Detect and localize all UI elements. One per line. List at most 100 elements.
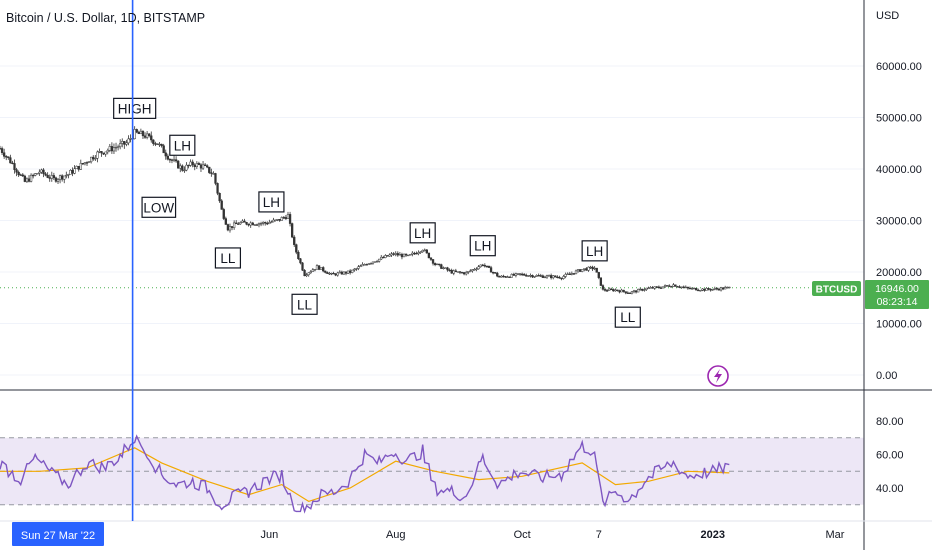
candle	[139, 128, 143, 135]
rsi-tick-label: 80.00	[876, 416, 904, 428]
candle	[661, 286, 665, 289]
candle	[620, 288, 623, 293]
annotation-ll[interactable]: LL	[291, 293, 318, 315]
candle	[268, 219, 271, 225]
annotation-lh[interactable]: LH	[581, 240, 608, 262]
candle	[404, 253, 408, 257]
candle	[143, 132, 147, 139]
candle	[129, 134, 132, 143]
candle	[288, 211, 292, 227]
candle	[593, 266, 596, 271]
candle	[247, 223, 250, 227]
annotation-label: LH	[414, 226, 431, 241]
candle	[663, 284, 667, 289]
candle	[678, 285, 681, 289]
cursor-date-badge-bg	[12, 522, 104, 546]
candle	[425, 249, 428, 254]
candle	[610, 287, 613, 291]
candle	[311, 267, 315, 272]
candle	[651, 286, 654, 289]
candle	[54, 176, 58, 183]
annotation-lh[interactable]: LH	[409, 222, 436, 244]
candle	[587, 266, 590, 272]
candle	[46, 172, 49, 179]
annotation-low[interactable]: LOW	[141, 196, 177, 218]
annotation-ll[interactable]: LL	[214, 247, 242, 269]
candle	[612, 288, 615, 292]
candle	[442, 266, 445, 270]
candle	[38, 169, 41, 176]
last-price-value: 16946.00	[875, 283, 919, 295]
candle	[50, 171, 53, 182]
candle	[193, 163, 196, 171]
candle	[313, 269, 317, 272]
candle	[396, 251, 399, 257]
candle	[427, 252, 431, 259]
annotation-lh[interactable]: LH	[258, 191, 285, 213]
candle	[230, 226, 234, 231]
candle	[697, 288, 700, 292]
price-axis[interactable]: USD 60000.00 50000.00 40000.00 30000.00 2000…	[876, 10, 922, 382]
candle	[713, 286, 716, 291]
candle	[392, 252, 395, 256]
candle	[274, 219, 277, 222]
candle	[711, 288, 714, 291]
candle	[179, 163, 182, 173]
candle	[363, 263, 366, 266]
candle	[361, 262, 364, 267]
candle	[578, 269, 582, 272]
candle	[332, 271, 335, 275]
candle	[177, 160, 180, 169]
lightning-icon[interactable]	[707, 365, 729, 387]
candle	[197, 161, 201, 166]
candle	[286, 211, 290, 219]
candle	[547, 274, 551, 277]
candle	[489, 265, 493, 273]
candle	[270, 220, 273, 224]
candle	[496, 271, 499, 278]
candle	[71, 167, 74, 177]
candle	[15, 167, 18, 177]
candle	[21, 173, 24, 177]
candle	[726, 286, 729, 289]
candle	[680, 286, 683, 289]
candle	[301, 261, 304, 272]
candle	[36, 172, 39, 175]
rsi-axis[interactable]: 80.00 60.00 40.00	[876, 416, 904, 495]
candle	[585, 267, 588, 271]
candle	[338, 270, 341, 274]
candle	[477, 264, 480, 270]
candle	[336, 271, 339, 277]
price-badge	[865, 280, 929, 309]
candle	[645, 287, 648, 291]
annotation-lh[interactable]: LH	[469, 235, 496, 257]
candle	[630, 291, 634, 295]
candle	[632, 289, 636, 294]
candle	[595, 267, 598, 273]
annotation-lh[interactable]: LH	[169, 134, 196, 156]
candle	[349, 269, 352, 275]
candle	[73, 165, 76, 175]
cursor-date-badge: Sun 27 Mar '22	[12, 522, 104, 546]
candle	[160, 143, 163, 148]
candle	[87, 161, 91, 163]
time-axis[interactable]: Jun Aug Oct 7 2023 Mar	[260, 529, 844, 541]
annotation-high[interactable]: HIGH	[113, 97, 157, 119]
candle	[450, 268, 453, 274]
candle	[0, 146, 4, 155]
candle	[721, 287, 725, 291]
candle	[456, 271, 460, 273]
candle	[512, 272, 515, 276]
annotation-ll[interactable]: LL	[614, 306, 641, 328]
candle	[388, 253, 391, 257]
candle	[261, 221, 265, 226]
candle	[514, 272, 518, 278]
candle	[686, 286, 690, 290]
candle	[446, 266, 449, 272]
annotation-label: LH	[474, 239, 491, 254]
candle	[168, 158, 172, 163]
candle	[672, 283, 675, 288]
candle	[251, 221, 254, 226]
candle	[83, 162, 87, 166]
